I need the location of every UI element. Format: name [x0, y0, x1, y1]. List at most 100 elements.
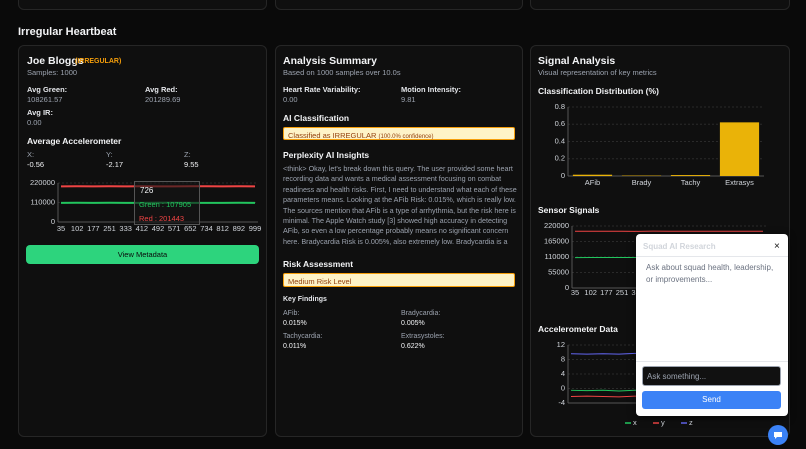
x-tick-label: 251	[103, 224, 116, 233]
label: Z:	[184, 150, 191, 159]
x-tick-label: Tachy	[681, 178, 701, 187]
classification-box: Classified as IRREGULAR (100.0% confiden…	[283, 127, 515, 140]
label: AFib:	[283, 310, 300, 317]
label: Bradycardia:	[401, 310, 441, 317]
x-tick-label: 177	[87, 224, 100, 233]
card	[275, 0, 523, 10]
card-title: Signal Analysis	[538, 55, 616, 67]
y-tick-label: 0	[51, 217, 55, 226]
x-tick-label: 492	[152, 224, 165, 233]
x-tick-label: 999	[249, 224, 262, 233]
close-button[interactable]: ×	[774, 241, 780, 252]
section-title: Irregular Heartbeat	[18, 26, 117, 38]
label: Tachycardia:	[283, 333, 323, 340]
y-tick-label: 0	[561, 171, 565, 180]
bar	[670, 175, 711, 176]
x-tick-label: 571	[168, 224, 181, 233]
subheading: Key Findings	[283, 296, 327, 303]
chat-toggle[interactable]	[768, 425, 788, 445]
patient-card	[18, 45, 267, 437]
chat-title: Squad AI Research	[643, 242, 716, 251]
card-title: Analysis Summary	[283, 55, 377, 67]
value: 9.55	[184, 160, 199, 169]
value: 0.622%	[401, 343, 425, 350]
card	[18, 0, 267, 10]
x-tick-label: Extrasys	[725, 178, 754, 187]
chat-panel: Squad AI Research × Ask about squad heal…	[636, 234, 788, 416]
tooltip-item: Green : 107905	[139, 200, 192, 209]
label: Heart Rate Variability:	[283, 85, 361, 94]
tooltip-title: 726	[140, 186, 154, 195]
subheading: Risk Assessment	[283, 259, 354, 269]
subheading: Average Accelerometer	[27, 136, 122, 146]
chat-prompt: Ask about squad health, leadership, or i…	[646, 263, 774, 284]
chart: 0 0.2 0.4 0.6 0.8 AFib Brady Tachy Extrasys	[555, 102, 764, 187]
value: 0.00	[27, 118, 42, 127]
subheading: Classification Distribution (%)	[538, 86, 659, 96]
label: Avg Green:	[27, 85, 68, 94]
value: 0.011%	[283, 343, 307, 350]
send-button[interactable]: Send	[642, 391, 781, 409]
x-tick-label: 102	[584, 288, 597, 297]
value: 0.00	[283, 95, 298, 104]
subheading: AI Classification	[283, 113, 350, 123]
y-tick-label: 0.8	[555, 102, 565, 111]
confidence: (100.0% confidence)	[378, 134, 434, 140]
divider	[636, 361, 788, 362]
tooltip: 726 Green : 107905 Red : 201443	[134, 181, 200, 225]
x-tick-label: 652	[184, 224, 197, 233]
label: Avg IR:	[27, 108, 53, 117]
value: -2.17	[106, 160, 124, 169]
legend-label: x	[633, 418, 637, 427]
y-tick-label: 4	[561, 369, 565, 378]
y-tick-label: 220000	[544, 221, 569, 230]
x-tick-label: 892	[233, 224, 246, 233]
view-metadata-button[interactable]: View Metadata	[26, 245, 259, 264]
x-tick-label: 102	[71, 224, 84, 233]
subheading: Accelerometer Data	[538, 324, 618, 334]
patient-name: Joe Bloggs	[27, 55, 84, 67]
chat-icon	[774, 432, 782, 439]
bar	[572, 174, 613, 176]
card-subtitle: Visual representation of key metrics	[538, 68, 657, 77]
x-tick-label: 35	[571, 288, 579, 297]
y-tick-label: 55000	[548, 267, 569, 276]
value: 0.015%	[283, 320, 307, 327]
value: 201289.69	[145, 95, 181, 104]
value: 108261.57	[27, 95, 63, 104]
y-tick-label: 12	[557, 340, 565, 349]
x-tick-label: 177	[600, 288, 613, 297]
card-subtitle: Based on 1000 samples over 10.0s	[283, 68, 401, 77]
y-tick-label: 0.2	[555, 154, 565, 163]
y-tick-label: -4	[558, 398, 565, 407]
status: (IRREGULAR)	[75, 58, 122, 65]
chat-input[interactable]: Ask something...	[642, 366, 781, 386]
label: X:	[27, 150, 35, 159]
risk-level: Medium Risk Level	[283, 273, 515, 287]
value: 9.81	[401, 95, 416, 104]
legend-label: y	[661, 418, 665, 427]
y-tick-label: 110000	[31, 197, 55, 206]
x-tick-label: 812	[216, 224, 229, 233]
divider	[636, 256, 788, 257]
value: 0.005%	[401, 320, 425, 327]
x-tick-label: AFib	[585, 178, 600, 187]
card	[530, 0, 790, 10]
bar	[719, 122, 760, 176]
y-tick-label: 165000	[544, 236, 569, 245]
legend-label: z	[689, 418, 693, 427]
classification: Classified as IRREGULAR	[288, 131, 377, 140]
y-tick-label: 0.6	[555, 119, 565, 128]
y-tick-label: 0.4	[555, 136, 565, 145]
y-tick-label: 0	[561, 383, 565, 392]
x-tick-label: 35	[57, 224, 65, 233]
insights-text: <think> Okay, let's break down this quer…	[283, 164, 517, 248]
label: Extrasystoles:	[401, 333, 445, 340]
y-tick-label: 110000	[545, 252, 569, 261]
x-tick-label: Brady	[632, 178, 652, 187]
value: -0.56	[27, 160, 45, 169]
subheading: Sensor Signals	[538, 205, 600, 215]
label: Y:	[106, 150, 113, 159]
label: Motion Intensity:	[401, 85, 461, 94]
